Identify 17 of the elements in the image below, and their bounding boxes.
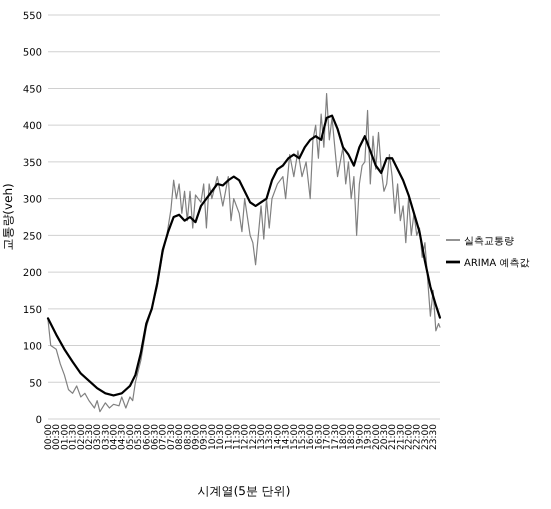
y-tick-label: 100 xyxy=(22,342,42,353)
y-tick-label: 150 xyxy=(22,304,42,316)
y-tick-label: 0 xyxy=(36,415,42,426)
x-axis-title: 시계열(5분 단위) xyxy=(198,484,290,498)
y-tick-label: 550 xyxy=(22,11,42,22)
legend-label: 실측교통량 xyxy=(464,236,514,247)
y-tick-label: 200 xyxy=(22,268,42,280)
y-tick-label: 300 xyxy=(22,194,42,206)
legend-label: ARIMA 예측값 xyxy=(464,258,530,269)
y-axis-title: 교통량(veh) xyxy=(1,183,15,251)
y-tick-label: 500 xyxy=(22,48,42,59)
x-tick-label: 23:30 xyxy=(429,424,440,450)
y-tick-label: 50 xyxy=(29,378,42,390)
y-tick-label: 450 xyxy=(22,84,42,96)
y-tick-label: 350 xyxy=(22,158,42,169)
y-tick-label: 400 xyxy=(22,121,42,132)
y-tick-label: 250 xyxy=(22,231,42,242)
